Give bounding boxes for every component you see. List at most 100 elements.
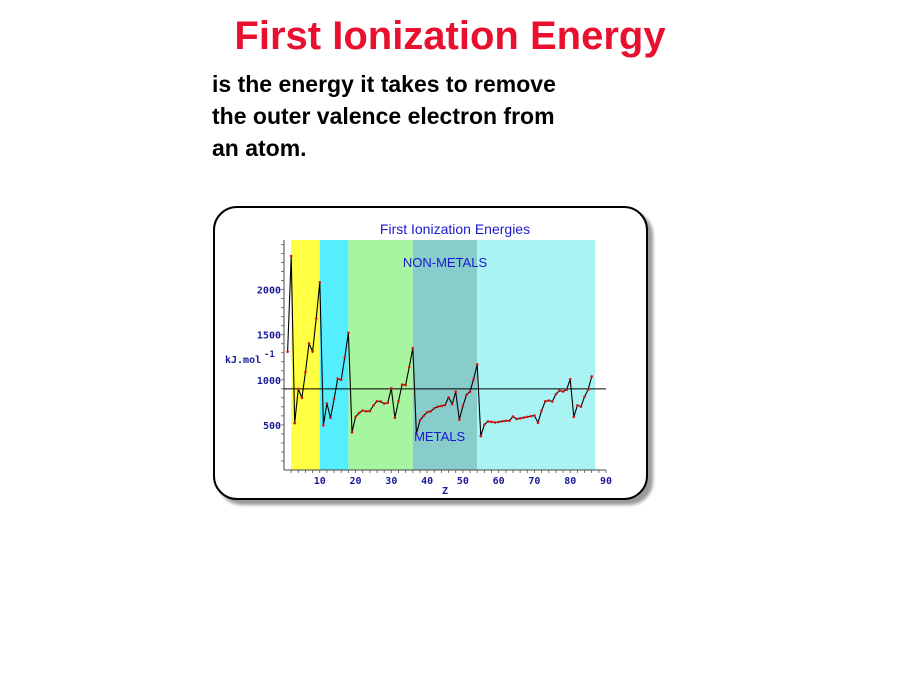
data-point — [540, 409, 543, 412]
x-axis-label: Z — [442, 486, 448, 497]
data-point — [397, 399, 400, 403]
body-line: is the energy it takes to remove — [212, 71, 556, 97]
data-point — [400, 383, 404, 386]
data-point — [515, 417, 518, 421]
data-point — [311, 350, 314, 353]
data-point — [379, 400, 382, 403]
data-point — [583, 395, 586, 399]
x-tick-label: 40 — [421, 476, 433, 487]
annotation-non-metals: NON-METALS — [403, 255, 488, 270]
data-point — [347, 331, 350, 335]
data-point — [529, 414, 533, 418]
data-point — [386, 401, 390, 405]
data-point — [332, 397, 336, 401]
data-point — [551, 400, 554, 403]
data-point — [547, 399, 551, 402]
data-point — [390, 386, 393, 390]
data-point — [350, 430, 354, 434]
data-point — [393, 416, 397, 420]
data-point — [354, 415, 357, 419]
data-point — [418, 419, 422, 422]
y-tick-label: 2000 — [257, 286, 281, 297]
data-point — [472, 377, 475, 381]
chart-region-band — [477, 240, 596, 470]
data-point — [490, 420, 493, 424]
body-line: an atom. — [212, 135, 307, 161]
data-point — [432, 407, 436, 410]
data-point — [486, 420, 490, 423]
data-point — [454, 390, 458, 394]
data-point — [565, 388, 568, 392]
data-point — [586, 388, 590, 392]
data-point — [483, 423, 486, 426]
data-point — [304, 370, 307, 374]
data-point — [322, 423, 325, 427]
x-tick-label: 80 — [564, 476, 576, 487]
data-point — [568, 377, 572, 381]
data-point — [522, 416, 526, 419]
x-tick-label: 20 — [350, 476, 362, 487]
data-point — [425, 410, 429, 414]
data-point — [440, 404, 443, 408]
data-point — [447, 396, 450, 399]
data-point — [493, 421, 497, 424]
slide-title: First Ionization Energy — [234, 14, 666, 58]
data-point — [300, 396, 304, 400]
y-axis-label-superscript: -1 — [264, 350, 275, 360]
ionization-energy-chart: 500 1000 1500 2000 10 20 30 40 50 60 70 80 90 First I… — [225, 221, 612, 497]
data-point — [561, 390, 565, 393]
data-point — [429, 409, 432, 413]
data-point — [364, 409, 368, 413]
chart-frame: 500 1000 1500 2000 10 20 30 40 50 60 70 80 90 First I… — [213, 206, 648, 500]
data-point — [525, 415, 529, 419]
data-point — [404, 383, 407, 387]
data-point — [536, 421, 540, 425]
data-point — [307, 342, 311, 345]
data-point — [339, 378, 343, 382]
x-tick-label: 50 — [457, 476, 469, 487]
chart-title: First Ionization Energies — [380, 221, 530, 237]
data-point — [329, 416, 332, 420]
data-point — [372, 404, 375, 407]
data-point — [293, 421, 297, 425]
data-point — [343, 355, 347, 359]
data-point — [325, 402, 329, 405]
data-point — [357, 411, 361, 415]
data-point — [572, 415, 576, 419]
data-point — [407, 365, 411, 369]
data-point — [286, 350, 289, 353]
x-tick-label: 70 — [528, 476, 540, 487]
data-point — [500, 419, 504, 423]
data-point — [443, 403, 447, 407]
data-point — [554, 392, 558, 396]
data-point — [436, 405, 440, 408]
chart-region-band — [412, 240, 478, 470]
chart-region-band — [291, 240, 320, 470]
data-point — [479, 434, 483, 438]
data-point — [497, 420, 500, 424]
data-point — [465, 393, 468, 397]
data-point — [314, 317, 318, 320]
data-point — [450, 402, 454, 406]
y-tick-label: 500 — [263, 421, 281, 432]
data-point — [382, 402, 386, 405]
data-point — [422, 414, 425, 418]
data-point — [475, 363, 479, 366]
x-tick-label: 90 — [600, 476, 612, 487]
y-tick-label: 1500 — [257, 331, 281, 342]
data-point — [543, 400, 547, 403]
data-point — [518, 417, 522, 420]
data-point — [511, 415, 515, 418]
data-point — [468, 390, 472, 393]
y-axis-label: kJ.mol — [225, 355, 261, 366]
data-point — [297, 387, 300, 391]
data-point — [558, 389, 561, 392]
data-point — [504, 419, 508, 423]
data-point — [461, 404, 465, 408]
y-tick-label: 1000 — [257, 376, 281, 387]
body-line: the outer valence electron from — [212, 103, 555, 129]
data-point — [533, 414, 536, 417]
data-point — [415, 432, 418, 435]
chart-region-band — [319, 240, 349, 470]
x-tick-label: 60 — [493, 476, 505, 487]
